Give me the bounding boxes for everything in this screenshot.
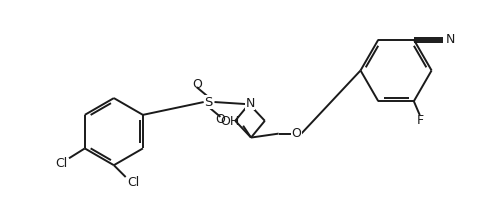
Text: N: N (446, 33, 455, 46)
Text: F: F (417, 114, 424, 127)
Text: OH: OH (220, 115, 239, 128)
Text: N: N (245, 97, 255, 110)
Text: Cl: Cl (55, 157, 67, 170)
Text: Cl: Cl (128, 176, 140, 189)
Text: O: O (216, 113, 225, 126)
Text: O: O (192, 78, 202, 91)
Text: S: S (205, 96, 213, 109)
Text: O: O (291, 127, 301, 140)
